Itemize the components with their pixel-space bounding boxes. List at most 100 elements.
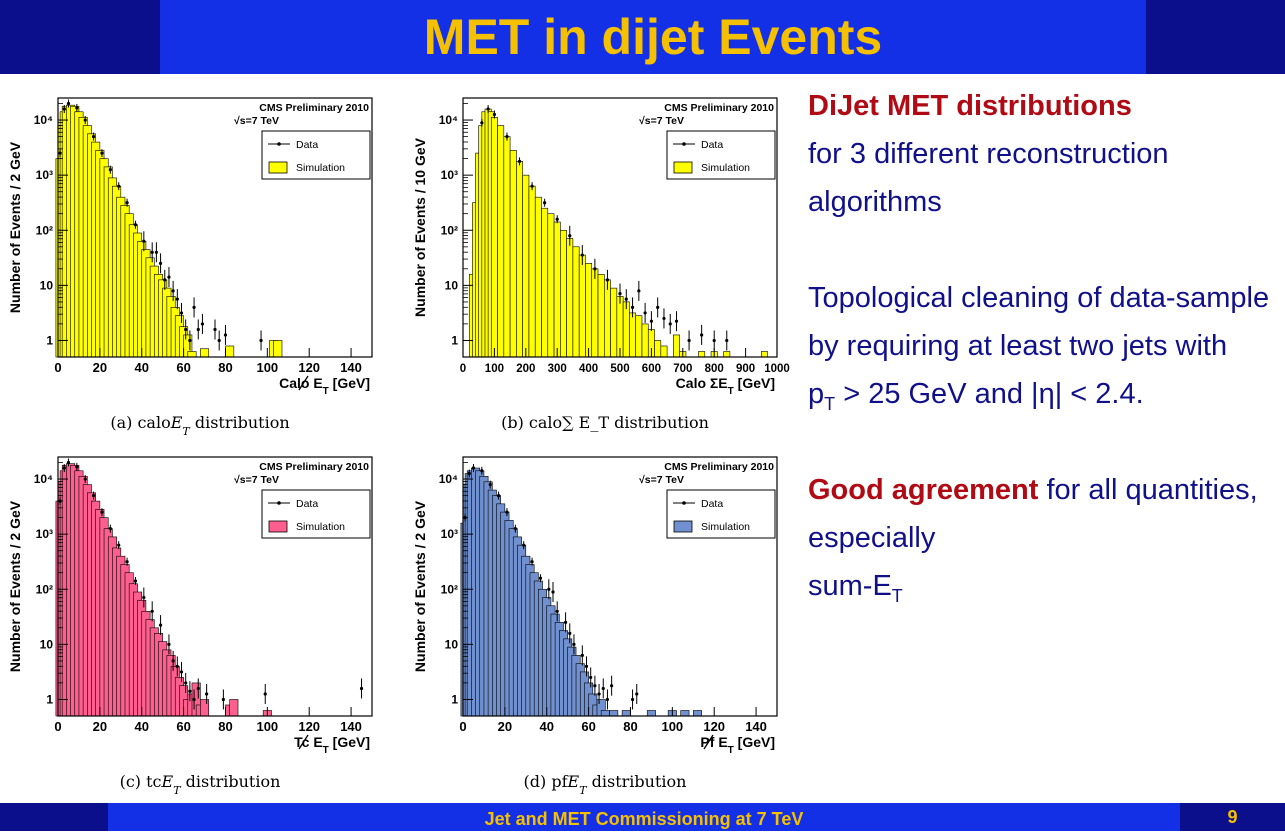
y-tick-label: 10⁴	[439, 472, 458, 486]
data-point	[630, 305, 635, 310]
x-tick-label: 20	[498, 719, 512, 734]
x-tick-label: 80	[623, 719, 637, 734]
page-number: 9	[1227, 807, 1238, 827]
y-tick-label: 10²	[36, 223, 53, 237]
data-point	[467, 471, 471, 476]
legend-sim-label: Simulation	[296, 162, 345, 174]
x-tick-label: 120	[298, 719, 320, 734]
data-point	[171, 659, 175, 663]
sim-bar	[680, 710, 690, 717]
data-point	[108, 527, 112, 531]
x-tick-label: 20	[93, 360, 107, 375]
caption-symbol: E	[161, 772, 174, 791]
x-tick-label: 100	[485, 363, 504, 375]
footer-title: Jet and MET Commissioning at 7 TeV	[484, 809, 804, 829]
legend-sim-label: Simulation	[701, 162, 750, 174]
bullet-text-column: DiJet MET distributions for 3 different …	[808, 82, 1278, 610]
met-slash	[298, 734, 309, 750]
data-point	[593, 267, 597, 271]
sim-bar	[760, 351, 768, 358]
data-point	[217, 338, 221, 343]
legend-sim-label: Simulation	[296, 521, 345, 533]
data-point	[200, 322, 205, 326]
data-point	[572, 642, 576, 646]
x-axis-label-sub: T	[728, 745, 734, 756]
data-point	[580, 253, 584, 257]
x-tick-label: 1000	[764, 363, 790, 375]
data-point	[480, 121, 484, 125]
y-tick-label: 10⁴	[439, 113, 458, 127]
caption-text: (b) calo	[501, 413, 562, 432]
data-point	[196, 327, 200, 332]
y-tick-label: 10³	[441, 168, 458, 182]
data-point	[259, 338, 263, 343]
sim-bar	[225, 345, 235, 358]
data-point	[66, 101, 71, 106]
data-point	[167, 275, 171, 279]
legend-data-label: Data	[296, 139, 318, 151]
sim-bar	[516, 161, 523, 358]
x-tick-label: 120	[703, 719, 725, 734]
legend-sim-swatch	[268, 161, 288, 174]
x-axis-label: Pf ET [GeV]	[700, 734, 775, 756]
legend-sim-swatch	[673, 161, 693, 174]
y-axis-label: Number of Events / 2 GeV	[7, 141, 23, 313]
sim-bar	[692, 710, 702, 717]
y-tick-label: 10⁴	[34, 113, 53, 127]
sim-bar	[597, 274, 605, 358]
sim-bar	[528, 185, 536, 358]
data-point	[505, 134, 509, 139]
data-point	[83, 477, 87, 481]
sum-et-sub: T	[891, 585, 903, 606]
chart-panel-calo-met: 1 10 10² 10³ 10⁴ 0 20 40 60 80 100 120 140 Calo ET [G…	[0, 82, 400, 442]
data-point	[597, 692, 601, 696]
text-agreement: Good agreement for all quantities, espec…	[808, 466, 1278, 562]
data-point	[133, 223, 138, 227]
data-point	[175, 297, 179, 301]
y-axis-label: Number of Events / 10 GeV	[412, 137, 428, 317]
legend-data-label: Data	[296, 498, 318, 510]
sim-bar	[187, 351, 197, 358]
y-tick-label: 10²	[441, 582, 458, 596]
data-point	[175, 664, 179, 669]
data-point	[108, 168, 112, 172]
sim-bar	[503, 136, 511, 358]
sim-bar	[534, 196, 542, 358]
legend-data-marker	[682, 142, 686, 146]
data-point	[563, 620, 568, 624]
legend-energy: √s=7 TeV	[234, 474, 279, 486]
legend-box	[261, 489, 371, 539]
caption-text: (a) calo	[110, 413, 170, 432]
data-point	[618, 292, 622, 296]
data-point	[213, 327, 217, 332]
data-point	[496, 493, 501, 498]
sim-bar	[635, 315, 643, 358]
data-point	[91, 134, 96, 139]
data-point	[58, 151, 62, 155]
data-point	[656, 305, 660, 310]
data-point	[610, 684, 614, 688]
sim-bar	[610, 287, 618, 358]
chart-calo-sumet: 1 10 10² 10³ 10⁴ 0 100 200 300 400 500 600 700 800 900…	[412, 97, 790, 432]
met-slash	[298, 375, 309, 391]
data-point	[624, 297, 628, 301]
data-point	[192, 305, 196, 310]
sim-bar	[646, 710, 656, 717]
x-tick-label: 20	[93, 719, 107, 734]
data-point	[687, 338, 691, 343]
legend-data-marker	[277, 142, 281, 146]
slide-title: MET in dijet Events	[423, 9, 883, 65]
chart-caption: (c) tcET distribution	[120, 772, 281, 797]
pt-p: p	[808, 378, 825, 410]
data-point	[543, 201, 547, 205]
chart-caption: (b) calo∑ E_T distribution	[501, 413, 709, 432]
legend-sim-swatch	[673, 520, 693, 533]
data-point	[188, 338, 192, 343]
sim-bar	[560, 229, 567, 358]
x-tick-label: 0	[459, 719, 466, 734]
pt-sub: T	[824, 393, 836, 414]
data-point	[163, 278, 167, 282]
chart-caption: (a) caloET distribution	[110, 413, 289, 438]
data-point	[125, 201, 129, 205]
